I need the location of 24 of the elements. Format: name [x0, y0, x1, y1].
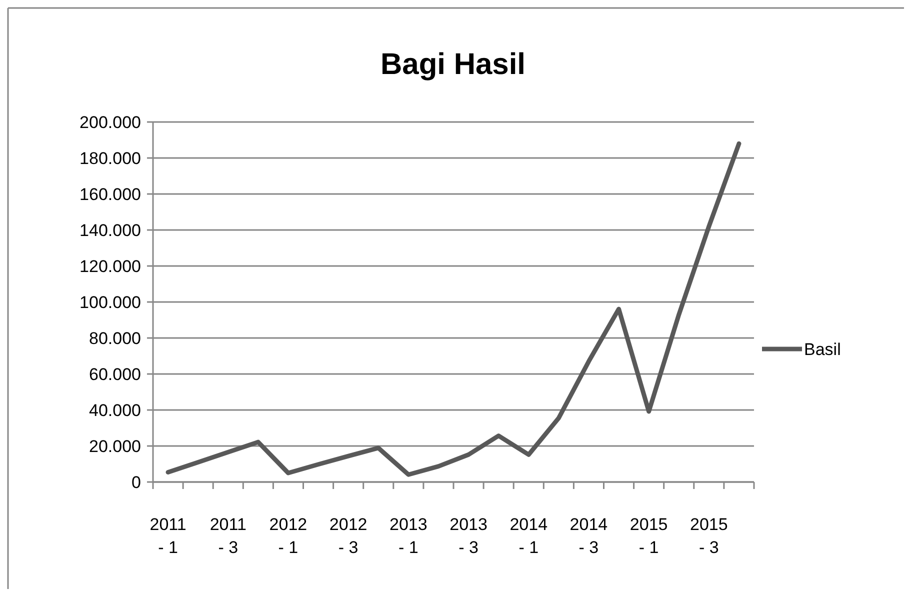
y-tick-label: 20.000	[89, 437, 141, 456]
y-tick-label: 200.000	[80, 113, 141, 132]
legend-label: Basil	[804, 340, 841, 359]
x-tick-label: 2012 - 3	[329, 515, 368, 557]
x-tick-label: 2014 - 1	[510, 515, 548, 557]
x-tick-label: 2014 - 3	[570, 515, 608, 557]
chart-title: Bagi Hasil	[380, 48, 526, 81]
x-tick-label: 2015 - 1	[630, 515, 668, 557]
x-tick-label: 2012 - 1	[269, 515, 308, 557]
y-tick-label: 0	[132, 473, 141, 492]
y-tick-label: 80.000	[89, 329, 141, 348]
x-tick-label: 2011 - 1	[150, 515, 186, 557]
x-tick-label: 2013 - 3	[450, 515, 488, 557]
y-tick-label: 120.000	[80, 257, 141, 276]
x-tick-label: 2015 - 3	[690, 515, 728, 557]
line-series	[166, 141, 742, 477]
y-tick-label: 180.000	[80, 149, 141, 168]
y-tick-label: 60.000	[89, 365, 141, 384]
x-tick-label: 2013 - 1	[390, 515, 428, 557]
y-tick-label: 160.000	[80, 185, 141, 204]
y-tick-label: 140.000	[80, 221, 141, 240]
x-tick-label: 2011 - 3	[210, 515, 246, 557]
y-tick-label: 40.000	[89, 401, 141, 420]
y-tick-label: 100.000	[80, 293, 141, 312]
